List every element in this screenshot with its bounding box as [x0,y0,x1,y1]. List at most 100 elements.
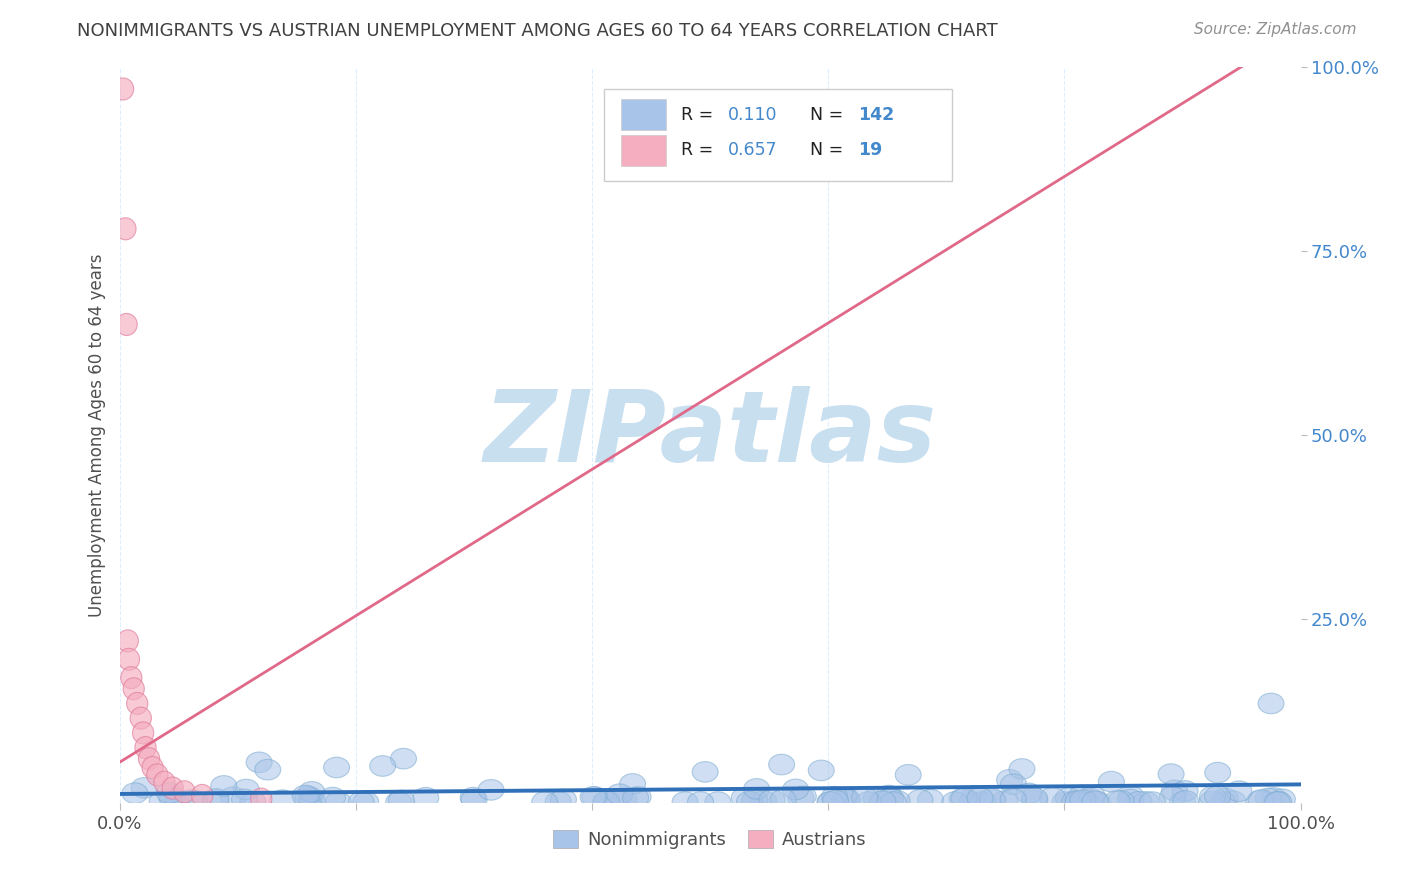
Ellipse shape [1080,786,1105,806]
Ellipse shape [121,666,142,689]
Ellipse shape [593,791,619,812]
Ellipse shape [1205,786,1230,806]
Ellipse shape [1083,791,1108,812]
Ellipse shape [1264,792,1291,813]
Ellipse shape [751,790,776,812]
Ellipse shape [1161,780,1188,801]
Ellipse shape [852,787,877,808]
Ellipse shape [979,789,1005,809]
Ellipse shape [626,787,651,807]
Ellipse shape [142,756,163,779]
Text: 0.657: 0.657 [728,141,778,159]
Ellipse shape [461,789,486,810]
Ellipse shape [870,791,896,812]
Bar [621,99,666,130]
Ellipse shape [174,780,195,803]
Ellipse shape [202,789,229,809]
Ellipse shape [295,786,322,806]
Ellipse shape [246,752,273,772]
Ellipse shape [783,779,808,800]
Ellipse shape [880,792,907,813]
Ellipse shape [593,791,620,812]
Ellipse shape [353,792,378,813]
Ellipse shape [1070,789,1095,811]
Ellipse shape [817,792,844,813]
Ellipse shape [1270,789,1295,810]
Ellipse shape [1133,791,1159,813]
Ellipse shape [1039,788,1066,808]
Ellipse shape [1199,786,1226,806]
Ellipse shape [770,789,796,810]
Text: N =: N = [810,106,844,124]
Ellipse shape [370,756,395,776]
Ellipse shape [297,788,323,808]
Ellipse shape [612,790,637,811]
Ellipse shape [138,747,160,770]
Ellipse shape [299,790,325,812]
Ellipse shape [918,789,943,810]
Ellipse shape [385,792,412,813]
Ellipse shape [623,788,648,808]
Ellipse shape [1084,792,1111,813]
Ellipse shape [1066,790,1091,811]
Ellipse shape [115,313,138,335]
Text: ZIPatlas: ZIPatlas [484,386,936,483]
Ellipse shape [704,792,731,813]
Ellipse shape [970,792,995,813]
Ellipse shape [769,755,794,775]
Ellipse shape [581,787,606,807]
Ellipse shape [115,218,136,240]
Ellipse shape [323,757,350,778]
Ellipse shape [834,789,859,809]
Ellipse shape [942,792,967,813]
Ellipse shape [692,762,718,782]
Ellipse shape [1077,789,1104,809]
Ellipse shape [688,792,713,813]
Ellipse shape [391,748,416,769]
Ellipse shape [835,790,860,811]
Ellipse shape [620,773,645,794]
Text: R =: R = [681,141,713,159]
Ellipse shape [907,789,934,810]
Ellipse shape [877,788,904,809]
Ellipse shape [1256,788,1281,809]
Ellipse shape [993,791,1018,812]
Ellipse shape [127,692,148,714]
Ellipse shape [1104,790,1130,812]
Ellipse shape [117,630,138,652]
Ellipse shape [1212,788,1239,809]
Ellipse shape [863,788,889,808]
Ellipse shape [131,707,152,730]
Text: Source: ZipAtlas.com: Source: ZipAtlas.com [1194,22,1357,37]
Ellipse shape [672,792,697,813]
Ellipse shape [823,790,848,811]
Ellipse shape [1159,764,1184,784]
Ellipse shape [292,785,318,806]
FancyBboxPatch shape [603,89,952,181]
Ellipse shape [1015,783,1042,804]
Ellipse shape [1098,772,1125,792]
Ellipse shape [478,780,503,800]
Ellipse shape [319,788,346,808]
Ellipse shape [1010,758,1035,780]
Ellipse shape [962,786,987,806]
Ellipse shape [1118,789,1143,810]
Text: R =: R = [681,106,713,124]
Ellipse shape [1139,792,1166,813]
Ellipse shape [1226,780,1251,802]
Text: N =: N = [810,141,844,159]
Ellipse shape [742,790,768,811]
Ellipse shape [1066,792,1091,813]
Ellipse shape [270,789,295,811]
Ellipse shape [551,789,576,810]
Ellipse shape [460,788,486,808]
Ellipse shape [181,790,207,811]
Ellipse shape [191,784,212,806]
Ellipse shape [855,792,882,813]
Ellipse shape [211,776,236,797]
Ellipse shape [112,78,134,100]
Ellipse shape [153,772,174,793]
Ellipse shape [1108,790,1135,811]
Ellipse shape [413,788,439,808]
Ellipse shape [967,788,993,808]
